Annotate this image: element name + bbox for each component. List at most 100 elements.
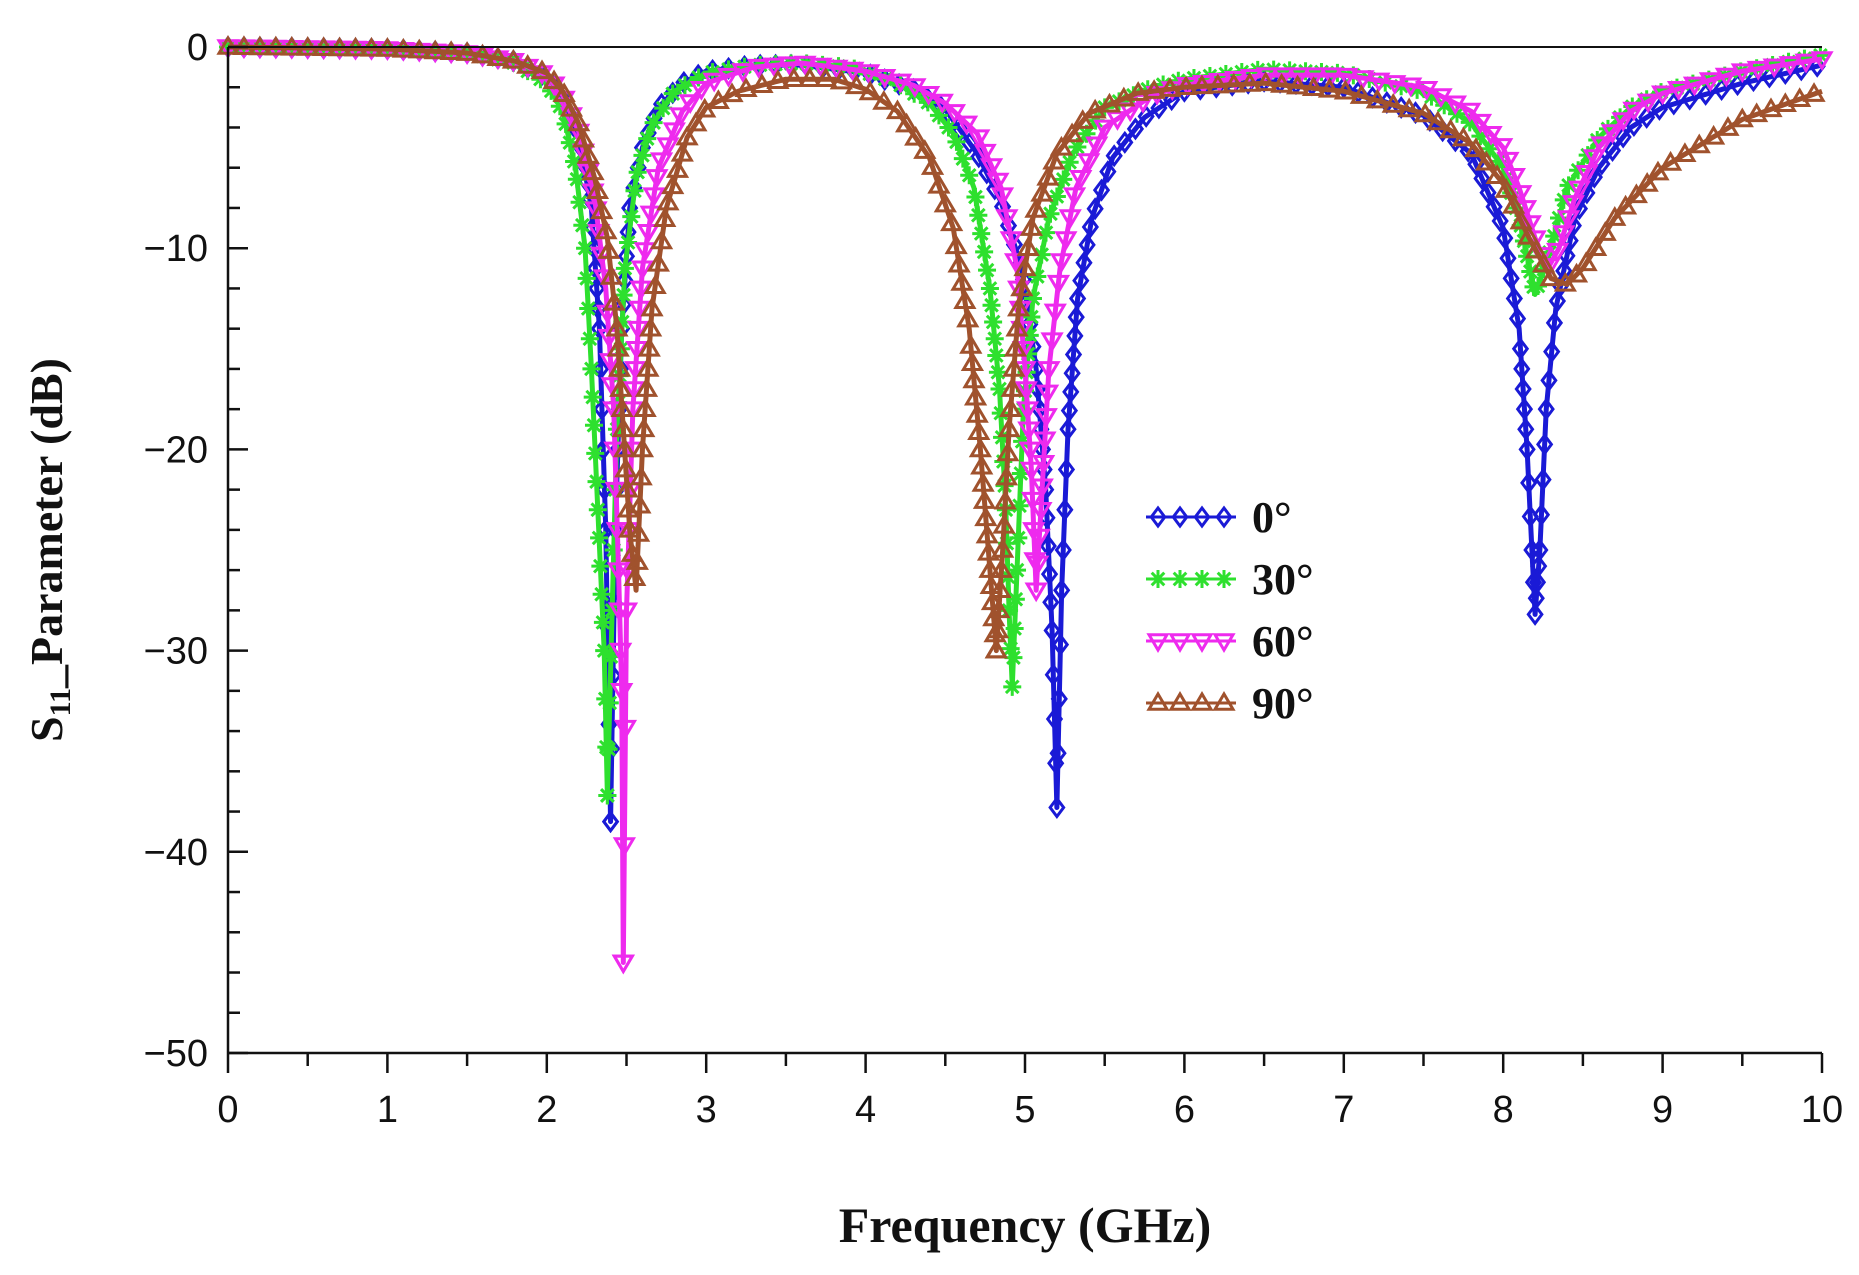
data-point <box>1582 149 1606 169</box>
data-point <box>634 377 659 397</box>
data-point <box>602 401 626 422</box>
data-point <box>1270 73 1294 93</box>
data-point <box>1494 178 1518 198</box>
data-point <box>587 472 606 491</box>
data-point <box>577 269 596 288</box>
data-point <box>1014 381 1038 401</box>
data-point <box>1033 431 1057 452</box>
data-point <box>1017 421 1041 442</box>
data-point <box>994 465 1019 486</box>
legend-marker <box>1149 570 1167 588</box>
data-point <box>1556 210 1581 230</box>
data-point <box>1063 361 1081 385</box>
data-point <box>1062 187 1087 208</box>
data-point <box>407 38 431 59</box>
data-point <box>1666 81 1691 101</box>
data-point <box>623 566 647 586</box>
data-point <box>1447 104 1466 123</box>
data-point <box>1795 49 1814 68</box>
data-point <box>1474 150 1499 171</box>
data-point <box>966 187 985 206</box>
data-point <box>987 598 1011 619</box>
data-point <box>975 523 999 544</box>
data-point <box>1105 144 1123 168</box>
data-point <box>1137 104 1155 128</box>
data-point <box>1399 77 1423 98</box>
data-point <box>1333 79 1358 100</box>
data-point <box>967 129 991 150</box>
data-point <box>633 146 652 165</box>
data-point <box>974 506 998 527</box>
data-point <box>1464 137 1488 158</box>
data-point <box>1480 139 1499 158</box>
data-point <box>439 40 463 61</box>
x-tick-label: 7 <box>1333 1089 1354 1131</box>
data-point <box>559 96 584 117</box>
data-point <box>1650 85 1675 106</box>
y-tick-label: −40 <box>144 832 208 874</box>
data-point <box>1545 242 1570 263</box>
data-point <box>969 206 988 225</box>
data-point <box>1600 124 1625 145</box>
data-point <box>1001 639 1020 658</box>
data-point <box>643 274 667 295</box>
data-point <box>1022 307 1041 326</box>
data-point <box>1030 478 1054 499</box>
data-point <box>747 58 771 79</box>
data-point <box>649 152 674 173</box>
x-tick-label: 10 <box>1801 1089 1843 1131</box>
data-point <box>633 397 657 417</box>
data-point <box>1532 503 1551 527</box>
plot-area <box>216 35 1834 975</box>
data-point <box>1593 221 1617 241</box>
data-point <box>1489 152 1508 171</box>
data-point <box>1381 93 1405 113</box>
data-point <box>962 368 986 389</box>
data-point <box>1011 464 1030 483</box>
data-point <box>1083 98 1107 119</box>
data-point <box>609 642 633 663</box>
data-point <box>1042 590 1060 614</box>
data-point <box>1003 677 1022 696</box>
data-point <box>601 647 620 666</box>
data-point <box>598 786 617 805</box>
data-point <box>1078 233 1096 257</box>
data-point <box>991 404 1010 423</box>
data-point <box>844 74 869 95</box>
data-point <box>1042 149 1066 170</box>
data-point <box>1206 73 1230 94</box>
data-point <box>1520 471 1538 495</box>
data-point <box>1528 570 1547 594</box>
data-point <box>587 224 611 244</box>
data-point <box>625 550 649 570</box>
data-point <box>1060 153 1079 172</box>
data-point <box>1086 197 1104 221</box>
data-point <box>684 111 708 132</box>
data-point <box>590 199 614 220</box>
data-point <box>610 397 634 417</box>
data-point <box>675 125 699 146</box>
y-tick-label: 0 <box>187 27 208 69</box>
axes: 0 1 2 3 4 5 6 7 8 9 10 0 −10 −20 −30 −40 −50 Frequency (G… <box>21 27 1843 1253</box>
data-point <box>950 270 974 291</box>
data-point <box>1543 340 1561 364</box>
legend-marker <box>1171 505 1189 529</box>
data-point <box>1539 266 1563 287</box>
data-point <box>1006 590 1025 609</box>
x-tick-label: 3 <box>696 1089 717 1131</box>
data-point <box>972 489 997 509</box>
data-point <box>1002 356 1026 377</box>
data-point <box>1036 165 1060 186</box>
data-point <box>1698 72 1723 92</box>
data-point <box>968 437 992 458</box>
data-point <box>639 205 663 226</box>
data-point <box>1037 361 1061 381</box>
data-point <box>1005 316 1029 337</box>
data-point <box>501 48 526 69</box>
y-tick-label: −20 <box>144 429 208 471</box>
data-point <box>1613 194 1638 215</box>
data-point <box>1003 253 1028 273</box>
data-point <box>1554 190 1573 209</box>
data-point <box>565 152 584 171</box>
data-point <box>1020 491 1045 512</box>
